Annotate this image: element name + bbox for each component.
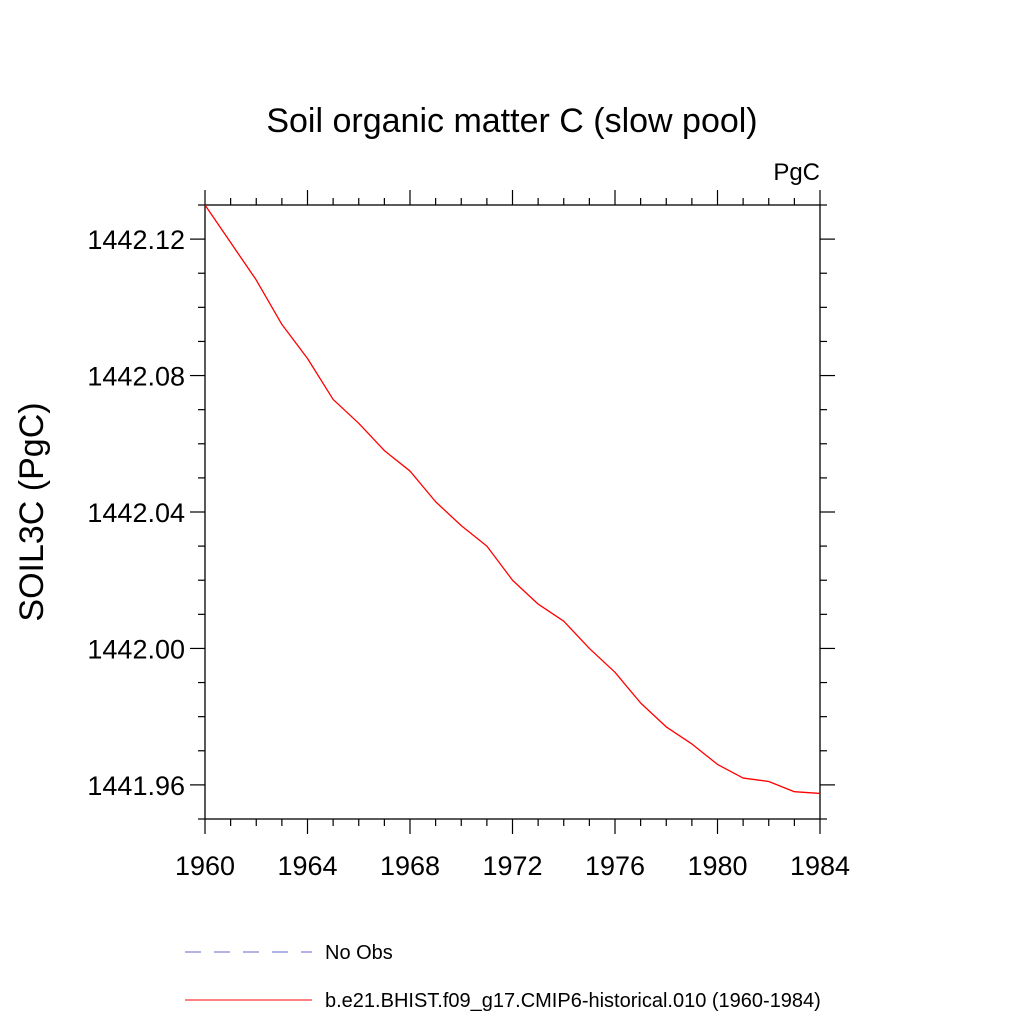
plot-series xyxy=(204,204,821,795)
x-tick-label: 1976 xyxy=(585,851,645,881)
legend: No Obs b.e21.BHIST.f09_g17.CMIP6-historic… xyxy=(185,942,821,1012)
x-tick-label: 1968 xyxy=(380,851,440,881)
legend-label-1: b.e21.BHIST.f09_g17.CMIP6-historical.010… xyxy=(325,990,821,1012)
x-tick-label: 1960 xyxy=(175,851,235,881)
x-tick-label: 1964 xyxy=(277,851,337,881)
legend-label-0: No Obs xyxy=(325,942,393,964)
units-label: PgC xyxy=(773,159,820,186)
y-tick-label: 1442.00 xyxy=(87,634,185,664)
y-axis-label: SOIL3C (PgC) xyxy=(13,402,51,621)
y-tick-label: 1442.12 xyxy=(87,225,185,255)
y-tick-label: 1442.08 xyxy=(87,362,185,392)
series-line-1 xyxy=(204,204,821,795)
x-tick-label: 1972 xyxy=(482,851,542,881)
x-tick-label: 1984 xyxy=(790,851,850,881)
axis-tick-labels: 1960 1964 1968 1972 1976 1980 1984 1441.96 1442.… xyxy=(87,225,850,881)
y-tick-label: 1441.96 xyxy=(87,771,185,801)
y-tick-label: 1442.04 xyxy=(87,498,185,528)
chart-title: Soil organic matter C (slow pool) xyxy=(266,102,757,140)
axis-ticks xyxy=(190,190,835,834)
plot-frame xyxy=(204,204,821,820)
x-tick-label: 1980 xyxy=(687,851,747,881)
